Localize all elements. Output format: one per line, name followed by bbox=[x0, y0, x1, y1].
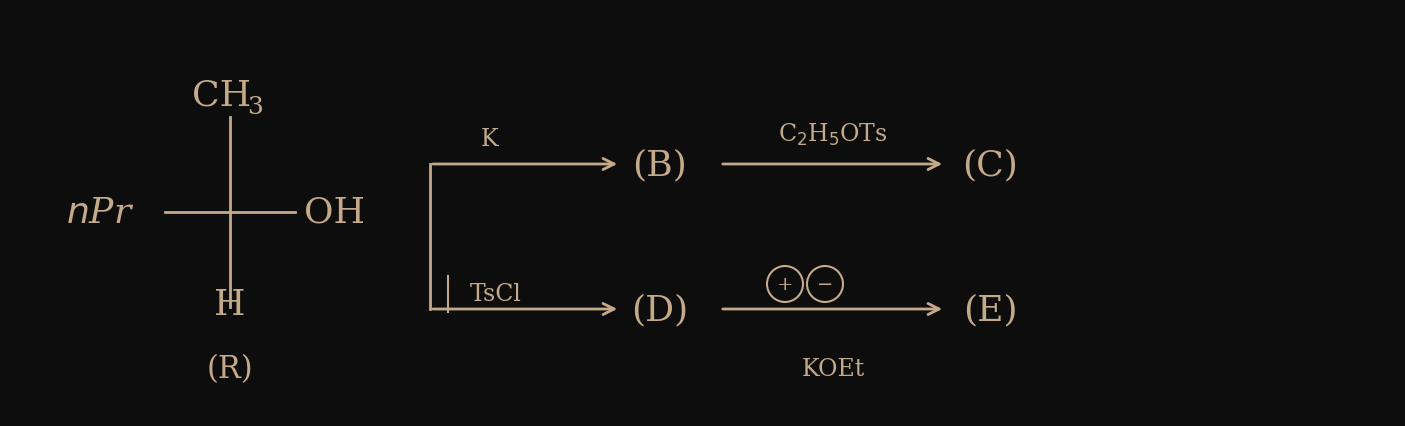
Text: $n$Pr: $n$Pr bbox=[66, 196, 133, 230]
Text: 3: 3 bbox=[247, 95, 263, 118]
Text: +: + bbox=[777, 275, 794, 294]
Text: H: H bbox=[214, 287, 246, 321]
Text: (B): (B) bbox=[632, 148, 687, 181]
Text: C$_2$H$_5$OTs: C$_2$H$_5$OTs bbox=[778, 121, 888, 148]
Text: (R): (R) bbox=[207, 354, 253, 385]
Text: (D): (D) bbox=[631, 292, 688, 326]
Text: (E): (E) bbox=[962, 292, 1017, 326]
Text: OH: OH bbox=[305, 196, 365, 230]
Text: (C): (C) bbox=[962, 148, 1019, 181]
Text: KOEt: KOEt bbox=[801, 358, 864, 380]
Text: CH: CH bbox=[192, 78, 251, 112]
Text: −: − bbox=[816, 275, 833, 294]
Text: K: K bbox=[481, 128, 499, 151]
Text: TsCl: TsCl bbox=[471, 283, 521, 306]
